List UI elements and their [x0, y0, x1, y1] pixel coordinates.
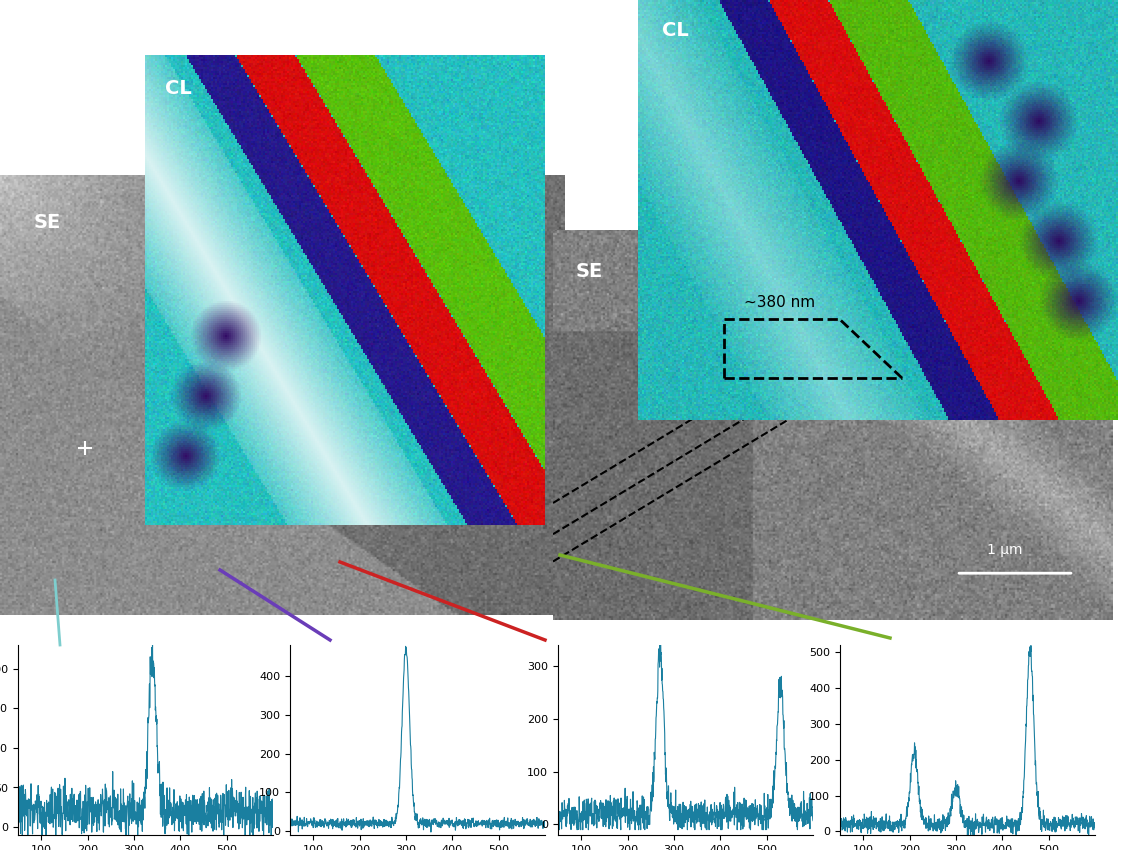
- Text: 1 μm: 1 μm: [987, 542, 1022, 557]
- Text: CL: CL: [662, 21, 689, 40]
- Text: ~380 nm: ~380 nm: [743, 295, 814, 309]
- Text: SE: SE: [576, 262, 603, 280]
- Text: SE: SE: [34, 212, 62, 232]
- Text: CL: CL: [164, 78, 192, 98]
